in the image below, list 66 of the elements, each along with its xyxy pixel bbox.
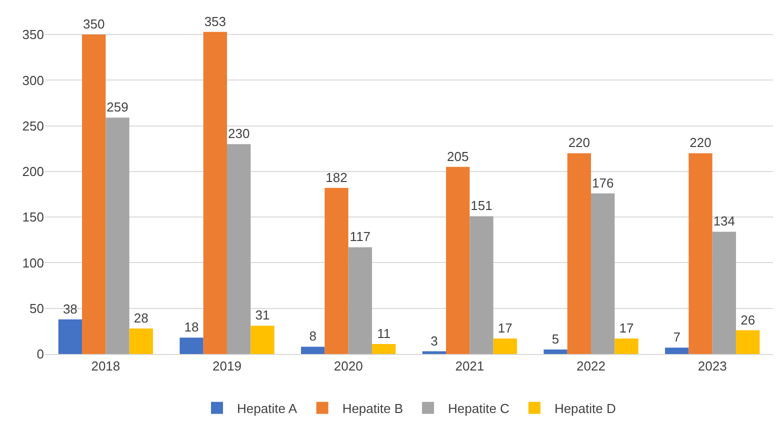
bar bbox=[82, 34, 106, 354]
y-tick-label: 0 bbox=[36, 346, 44, 362]
legend-label: Hepatite B bbox=[342, 400, 404, 416]
data-label: 230 bbox=[228, 126, 250, 142]
data-label: 28 bbox=[134, 310, 148, 326]
legend-label: Hepatite C bbox=[448, 400, 510, 416]
data-label: 26 bbox=[740, 312, 756, 328]
data-label: 220 bbox=[568, 135, 590, 150]
data-label: 259 bbox=[106, 100, 128, 115]
bar bbox=[106, 118, 130, 354]
bar bbox=[493, 338, 517, 354]
data-label: 17 bbox=[498, 320, 512, 336]
y-tick-label: 150 bbox=[22, 210, 44, 225]
data-label: 38 bbox=[62, 301, 78, 316]
bar bbox=[712, 232, 736, 354]
bar bbox=[227, 144, 251, 354]
legend-label: Hepatite A bbox=[237, 400, 298, 416]
bar bbox=[614, 338, 638, 354]
x-tick-label: 2021 bbox=[455, 358, 484, 374]
bar bbox=[58, 319, 82, 354]
bar bbox=[203, 32, 227, 354]
y-tick-label: 300 bbox=[22, 72, 44, 88]
bar bbox=[446, 166, 470, 354]
y-tick-label: 200 bbox=[22, 164, 44, 180]
bar bbox=[129, 328, 153, 354]
bar bbox=[591, 193, 615, 354]
data-label: 151 bbox=[470, 198, 492, 214]
x-tick-label: 2022 bbox=[576, 358, 606, 374]
y-tick-label: 350 bbox=[22, 27, 44, 42]
x-tick-label: 2020 bbox=[334, 358, 363, 374]
data-label: 8 bbox=[309, 328, 316, 344]
bar bbox=[470, 216, 494, 354]
bar bbox=[324, 188, 348, 354]
x-tick-label: 2018 bbox=[91, 358, 120, 374]
data-label: 205 bbox=[446, 148, 469, 164]
x-tick-label: 2019 bbox=[212, 358, 242, 374]
bar bbox=[422, 351, 446, 354]
bar bbox=[736, 330, 760, 354]
legend-label: Hepatite D bbox=[554, 400, 616, 416]
bar bbox=[250, 326, 274, 354]
y-tick-label: 100 bbox=[22, 255, 44, 270]
data-label: 3 bbox=[430, 333, 438, 348]
data-label: 5 bbox=[552, 331, 560, 346]
data-label: 7 bbox=[673, 330, 680, 345]
x-tick-label: 2023 bbox=[698, 358, 727, 374]
bar bbox=[567, 153, 591, 354]
data-label: 18 bbox=[184, 320, 199, 335]
data-label: 220 bbox=[690, 135, 712, 150]
bar bbox=[372, 344, 396, 354]
data-label: 353 bbox=[204, 14, 226, 29]
data-label: 31 bbox=[255, 308, 270, 323]
data-label: 134 bbox=[713, 214, 736, 229]
bar bbox=[544, 349, 568, 354]
data-label: 350 bbox=[82, 16, 105, 32]
y-tick-label: 250 bbox=[22, 118, 44, 134]
bar bbox=[180, 338, 204, 354]
y-tick-label: 50 bbox=[30, 300, 44, 316]
bar bbox=[688, 153, 712, 354]
bar bbox=[301, 346, 325, 354]
data-label: 11 bbox=[377, 326, 391, 341]
data-label: 117 bbox=[350, 229, 371, 244]
data-label: 176 bbox=[592, 175, 614, 190]
data-label: 17 bbox=[619, 320, 634, 336]
bar bbox=[665, 348, 689, 354]
data-label: 182 bbox=[326, 170, 348, 185]
bar bbox=[348, 247, 372, 354]
